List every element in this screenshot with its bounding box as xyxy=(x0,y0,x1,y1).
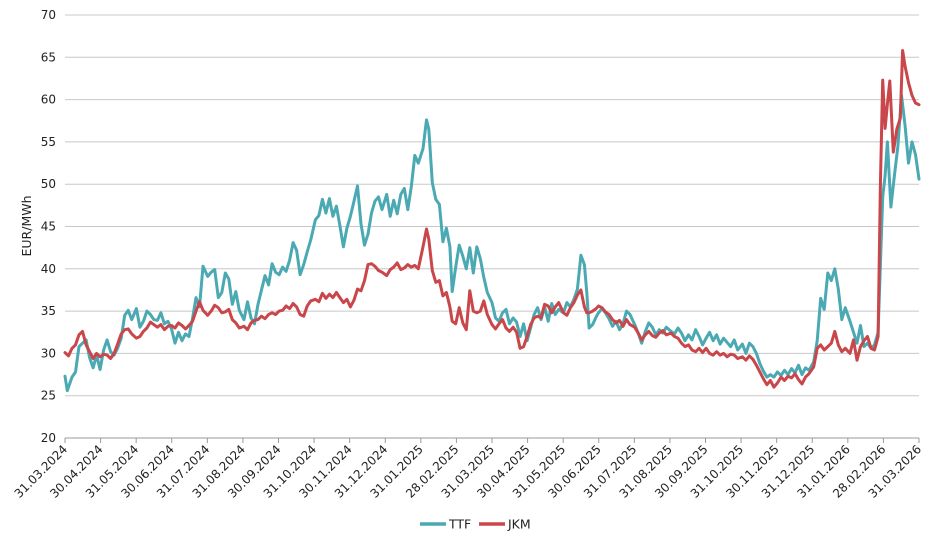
legend-label-ttf: TTF xyxy=(448,517,471,532)
series-line-ttf xyxy=(63,93,921,393)
legend: TTF JKM xyxy=(420,517,531,532)
y-tick-label: 35 xyxy=(41,304,56,318)
legend-label-jkm: JKM xyxy=(507,517,531,532)
y-axis-title: EUR/MWh xyxy=(19,195,34,256)
y-tick-label: 40 xyxy=(41,262,56,276)
series-lines xyxy=(63,49,921,393)
y-tick-label: 55 xyxy=(41,135,56,149)
y-tick-label: 20 xyxy=(41,431,56,445)
y-tick-label: 45 xyxy=(41,220,56,234)
y-axis-ticks: 20 25 30 35 40 45 50 55 60 65 70 xyxy=(41,8,56,445)
x-axis-ticks: 31.03.202430.04.202431.05.202430.06.2024… xyxy=(12,438,924,501)
gridlines xyxy=(65,14,919,397)
y-tick-label: 65 xyxy=(41,50,56,64)
y-tick-label: 25 xyxy=(41,389,56,403)
y-tick-label: 70 xyxy=(41,8,56,22)
y-tick-label: 60 xyxy=(41,93,56,107)
y-tick-label: 30 xyxy=(41,346,56,360)
series-line-jkm xyxy=(63,49,921,389)
y-tick-label: 50 xyxy=(41,177,56,191)
